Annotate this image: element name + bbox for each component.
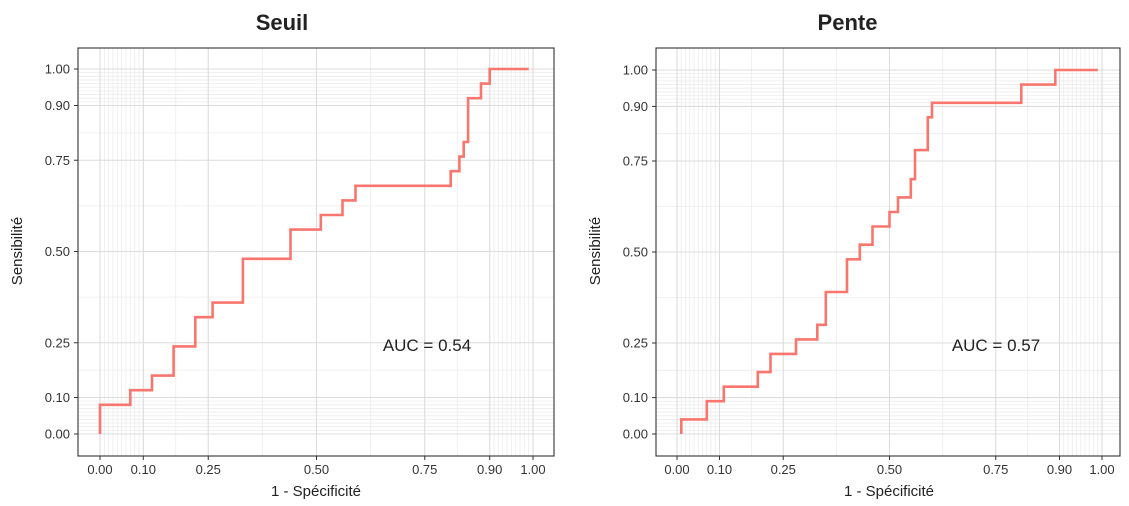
chart-panel-pente: Pente 0.00 0.10 0.25 0.50 0.75 0.90 1.00 0.00 0.…: [566, 0, 1129, 506]
x-tick-label: 0.10: [131, 462, 156, 477]
x-tick-label: 0.25: [771, 462, 796, 477]
x-tick-label: 1.00: [520, 462, 545, 477]
y-tick-label: 0.50: [45, 244, 70, 259]
x-tick-label: 0.90: [1047, 462, 1072, 477]
auc-annotation: AUC = 0.57: [952, 336, 1040, 355]
x-axis-title: 1 - Spécificité: [844, 483, 934, 500]
x-tick-label: 1.00: [1089, 462, 1114, 477]
y-tick-label: 0.25: [623, 336, 648, 351]
roc-curve: [680, 68, 1098, 434]
x-tick-label: 0.90: [477, 462, 502, 477]
gridlines: [656, 48, 1120, 456]
y-tick-label: 1.00: [45, 62, 70, 77]
x-tick-label: 0.50: [877, 462, 902, 477]
x-tick-label: 0.00: [87, 462, 112, 477]
x-tick-label: 0.25: [196, 462, 221, 477]
x-tick-label: 0.10: [707, 462, 732, 477]
x-tick-label: 0.75: [412, 462, 437, 477]
y-tick-label: 0.00: [45, 427, 70, 442]
y-tick-label: 0.50: [623, 245, 648, 260]
y-tick-label: 0.25: [45, 335, 70, 350]
y-tick-label: 0.75: [45, 153, 70, 168]
y-tick-label: 0.00: [623, 427, 648, 442]
x-tick-label: 0.00: [664, 462, 689, 477]
auc-annotation: AUC = 0.54: [383, 336, 471, 355]
roc-curve: [98, 67, 529, 434]
x-tick-label: 0.50: [304, 462, 329, 477]
roc-chart-pente: 0.00 0.10 0.25 0.50 0.75 0.90 1.00 0.00 0.10 0.25…: [587, 47, 1121, 500]
y-tick-label: 0.90: [45, 98, 70, 113]
chart-panel-seuil: Seuil 0.00 0.10 0.25 0.50 0.75 0.90 1.00 0.00 0.…: [0, 0, 564, 506]
y-tick-label: 0.10: [623, 390, 648, 405]
x-tick-label: 0.75: [983, 462, 1008, 477]
chart-title: Seuil: [255, 10, 309, 35]
y-tick-label: 0.10: [45, 390, 70, 405]
x-axis-title: 1 - Spécificité: [271, 483, 361, 500]
chart-title: Pente: [817, 10, 878, 35]
roc-chart-seuil: 0.00 0.10 0.25 0.50 0.75 0.90 1.00 0.00 0.10 0.25…: [9, 47, 555, 500]
y-axis-title: Sensibilité: [9, 217, 26, 285]
y-tick-label: 0.75: [623, 154, 648, 169]
y-tick-label: 1.00: [623, 63, 648, 78]
y-axis-title: Sensibilité: [587, 217, 604, 285]
y-tick-label: 0.90: [623, 99, 648, 114]
gridlines: [78, 48, 554, 456]
